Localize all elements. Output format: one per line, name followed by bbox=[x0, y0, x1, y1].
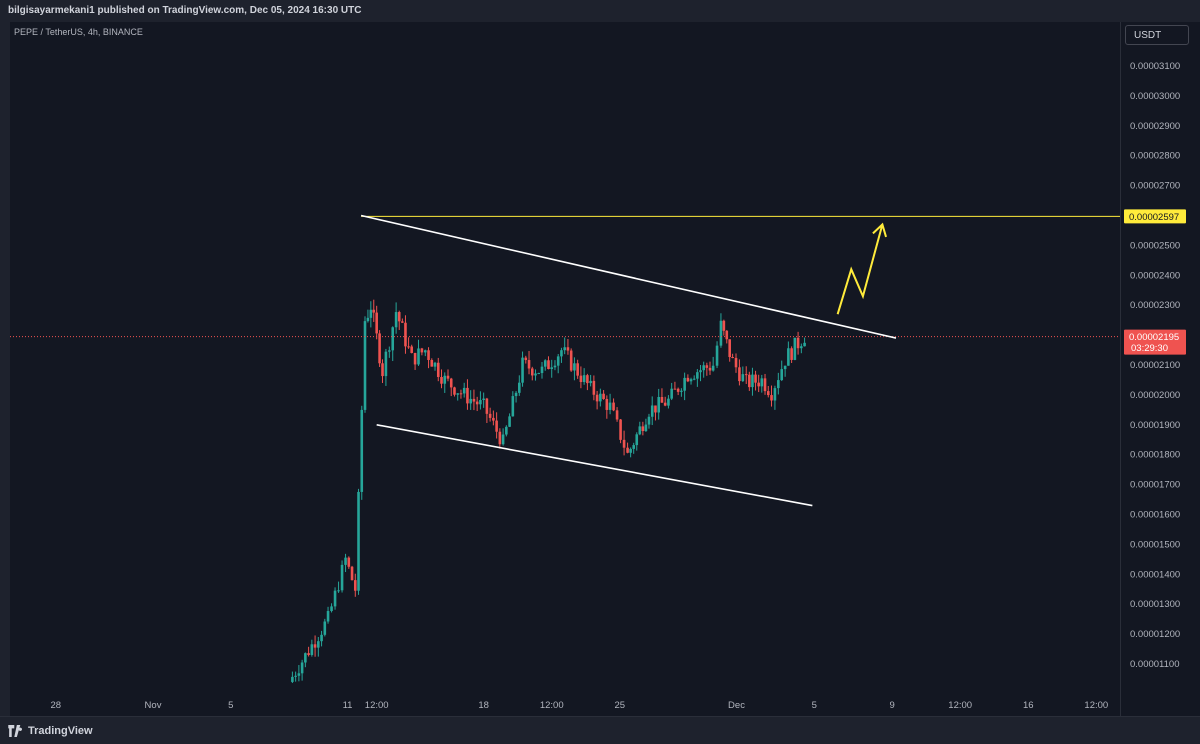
price-axis[interactable] bbox=[1120, 22, 1200, 716]
currency-button[interactable]: USDT bbox=[1125, 25, 1189, 45]
publish-info: bilgisayarmekani1 published on TradingVi… bbox=[8, 5, 362, 16]
tradingview-logo-icon bbox=[8, 725, 23, 737]
publish-header: bilgisayarmekani1 published on TradingVi… bbox=[0, 0, 1200, 22]
symbol-info: PEPE / TetherUS, 4h, BINANCE bbox=[14, 27, 143, 37]
footer-bar: TradingView bbox=[0, 716, 1200, 744]
brand-name: TradingView bbox=[28, 725, 93, 737]
chart-canvas[interactable] bbox=[10, 22, 1120, 716]
tradingview-brand[interactable]: TradingView bbox=[8, 725, 93, 737]
